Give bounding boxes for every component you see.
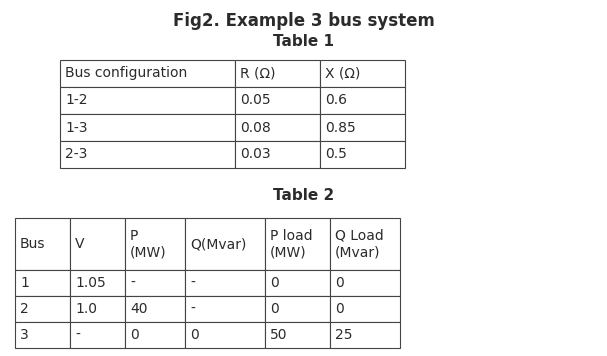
Bar xyxy=(70,296,125,322)
Text: 50: 50 xyxy=(270,328,288,342)
Bar xyxy=(60,114,235,141)
Bar xyxy=(185,322,265,348)
Bar xyxy=(330,296,400,322)
Text: -: - xyxy=(130,276,135,290)
Text: Table 1: Table 1 xyxy=(273,34,334,49)
Text: Q Load
(Mvar): Q Load (Mvar) xyxy=(335,229,384,259)
Text: 1.05: 1.05 xyxy=(75,276,106,290)
Text: 0.03: 0.03 xyxy=(240,147,271,162)
Text: 0.05: 0.05 xyxy=(240,94,271,108)
Bar xyxy=(125,270,185,296)
Bar xyxy=(235,114,320,141)
Text: 2-3: 2-3 xyxy=(65,147,87,162)
Text: 25: 25 xyxy=(335,328,353,342)
Text: 3: 3 xyxy=(20,328,29,342)
Text: R (Ω): R (Ω) xyxy=(240,67,276,80)
Bar xyxy=(15,296,70,322)
Text: 2: 2 xyxy=(20,302,29,316)
Text: Fig2. Example 3 bus system: Fig2. Example 3 bus system xyxy=(172,12,435,30)
Bar xyxy=(60,141,235,168)
Bar xyxy=(15,270,70,296)
Text: 40: 40 xyxy=(130,302,148,316)
Text: 1: 1 xyxy=(20,276,29,290)
Text: 0: 0 xyxy=(270,276,279,290)
Bar xyxy=(125,218,185,270)
Text: V: V xyxy=(75,237,84,251)
Bar xyxy=(235,60,320,87)
Bar xyxy=(320,60,405,87)
Text: -: - xyxy=(190,302,195,316)
Text: 1-2: 1-2 xyxy=(65,94,87,108)
Bar xyxy=(185,218,265,270)
Bar xyxy=(320,114,405,141)
Bar xyxy=(330,218,400,270)
Text: 1.0: 1.0 xyxy=(75,302,97,316)
Bar xyxy=(320,141,405,168)
Text: 0: 0 xyxy=(270,302,279,316)
Text: 0: 0 xyxy=(335,276,344,290)
Text: 0: 0 xyxy=(130,328,139,342)
Bar xyxy=(60,87,235,114)
Bar xyxy=(235,141,320,168)
Bar xyxy=(330,322,400,348)
Bar xyxy=(265,218,330,270)
Bar xyxy=(70,322,125,348)
Text: 0.85: 0.85 xyxy=(325,120,356,135)
Bar xyxy=(125,296,185,322)
Bar xyxy=(320,87,405,114)
Bar xyxy=(70,218,125,270)
Bar xyxy=(70,270,125,296)
Bar xyxy=(265,322,330,348)
Bar xyxy=(60,60,235,87)
Text: Bus configuration: Bus configuration xyxy=(65,67,187,80)
Text: 0: 0 xyxy=(190,328,198,342)
Text: Bus: Bus xyxy=(20,237,46,251)
Text: 1-3: 1-3 xyxy=(65,120,87,135)
Text: -: - xyxy=(75,328,80,342)
Bar xyxy=(235,87,320,114)
Bar xyxy=(330,270,400,296)
Bar xyxy=(15,218,70,270)
Bar xyxy=(265,296,330,322)
Text: 0: 0 xyxy=(335,302,344,316)
Text: 0.08: 0.08 xyxy=(240,120,271,135)
Text: -: - xyxy=(190,276,195,290)
Text: 0.5: 0.5 xyxy=(325,147,347,162)
Text: 0.6: 0.6 xyxy=(325,94,347,108)
Text: X (Ω): X (Ω) xyxy=(325,67,361,80)
Text: P load
(MW): P load (MW) xyxy=(270,229,313,259)
Bar xyxy=(185,270,265,296)
Bar xyxy=(125,322,185,348)
Text: Q(Mvar): Q(Mvar) xyxy=(190,237,246,251)
Bar xyxy=(265,270,330,296)
Text: Table 2: Table 2 xyxy=(273,188,334,203)
Text: P
(MW): P (MW) xyxy=(130,229,167,259)
Bar xyxy=(15,322,70,348)
Bar xyxy=(185,296,265,322)
